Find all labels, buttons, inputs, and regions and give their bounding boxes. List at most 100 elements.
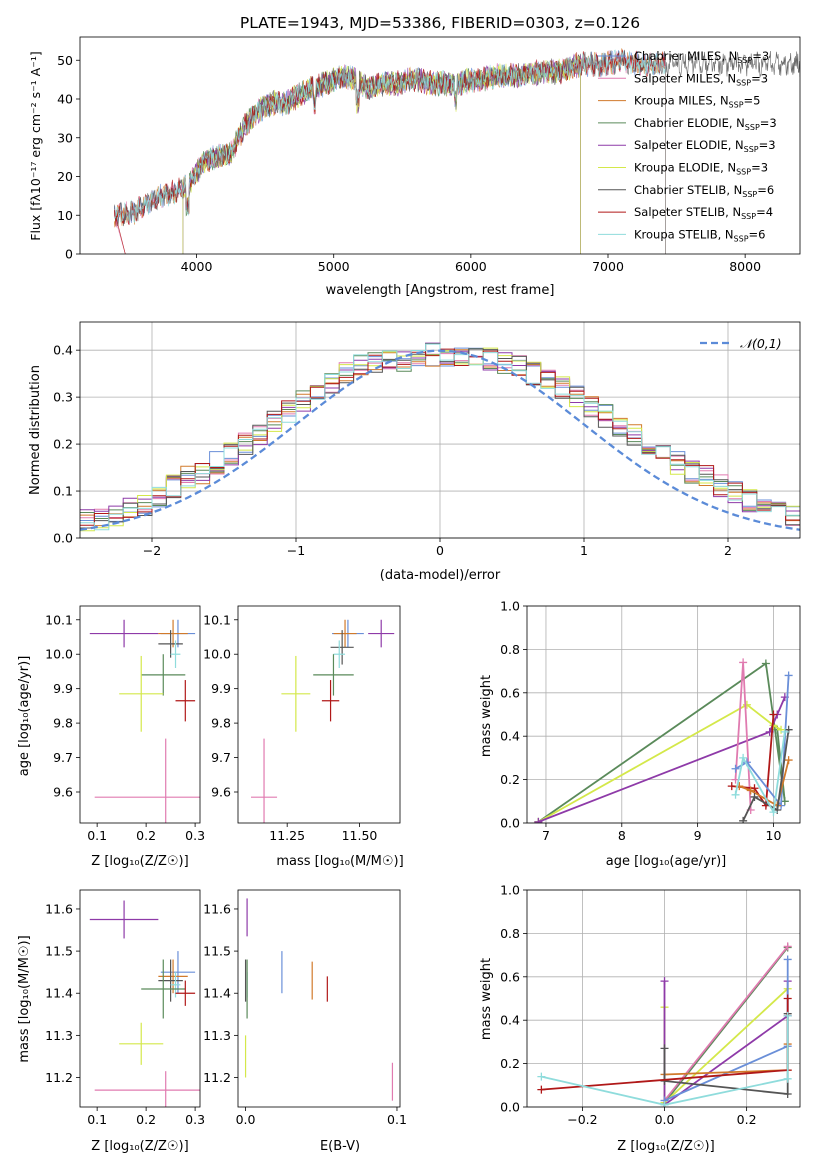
y-tick-label: 11.6: [45, 901, 73, 916]
y-tick-label: 0.4: [500, 1013, 520, 1028]
x-tick-label: 1: [580, 543, 588, 558]
spectrum-legend: Chabrier MILES, NSSP=3 Salpeter MILES, NS…: [598, 49, 777, 243]
y-tick-label: 0.0: [500, 816, 520, 831]
plot-frame: [237, 605, 401, 824]
x-tick-label: 0.0: [655, 1112, 675, 1127]
massweight-marker: [769, 710, 778, 719]
x-tick-label: 2: [724, 543, 732, 558]
y-tick-label: 11.3: [45, 1028, 73, 1043]
massweight-marker: [783, 1089, 792, 1098]
legend-label: Kroupa STELIB, NSSP=6: [634, 227, 765, 243]
y-tick-label: 1.0: [500, 883, 520, 898]
massweight-line: [738, 759, 790, 807]
x-tick-label: −1: [287, 543, 305, 558]
y-tick-label: 11.4: [203, 986, 231, 1001]
massweight-marker: [727, 782, 736, 791]
massweight-marker: [739, 816, 748, 823]
spectrum-ylabel: Flux [fλ10⁻¹⁷ erg cm⁻² s⁻¹ A⁻¹]: [28, 51, 43, 240]
massweight-marker: [660, 1100, 669, 1107]
errorbar-group: [244, 898, 394, 1101]
massweight-marker: [739, 658, 748, 667]
x-tick-label: 11.25: [269, 828, 305, 843]
legend-label: Kroupa ELODIE, NSSP=3: [634, 161, 768, 177]
y-tick-label: 0.4: [53, 343, 73, 358]
legend-label: Chabrier ELODIE, NSSP=3: [634, 116, 777, 132]
y-tick-label: 11.5: [45, 944, 73, 959]
spectrum-line: [114, 49, 800, 227]
y-tick-label: 0: [65, 247, 73, 262]
massweight-group: [534, 658, 793, 823]
massweight-marker: [742, 700, 751, 709]
massweight-age-ylabel: mass weight: [479, 675, 494, 757]
legend-label: Salpeter STELIB, NSSP=4: [634, 205, 773, 221]
y-tick-label: 9.7: [211, 750, 231, 765]
y-tick-label: 9.8: [53, 716, 73, 731]
y-tick-label: 9.6: [53, 785, 73, 800]
x-tick-label: 0.3: [185, 1112, 205, 1127]
massweight-z-ylabel: mass weight: [479, 958, 494, 1040]
age-vs-mass-panel: 11.25 11.50 9.6 9.7 9.8 9.9 10.0 10.1: [203, 605, 401, 843]
spectrum-title: PLATE=1943, MJD=53386, FIBERID=0303, z=0…: [240, 14, 640, 32]
spectrum-line: [114, 49, 666, 254]
massweight-marker: [784, 756, 793, 765]
x-tick-label: 7: [542, 828, 550, 843]
spectrum-panel: 4000 5000 6000 7000 8000 0 10 20 30 40 50 Chabrier …: [57, 36, 801, 274]
massweight-marker: [783, 1011, 792, 1020]
massweight-marker: [746, 786, 755, 795]
legend-label: Kroupa MILES, NSSP=5: [634, 94, 760, 110]
massweight-marker: [731, 764, 740, 773]
legend-label: Salpeter ELODIE, NSSP=3: [634, 138, 776, 154]
spectrum-xlabel: wavelength [Angstrom, rest frame]: [326, 283, 555, 298]
y-tick-label: 20: [57, 169, 73, 184]
mass-vs-extinction-panel: 0.0 0.1 11.2 11.3 11.4 11.5 11.6: [203, 889, 407, 1127]
legend-label: 𝒩(0,1): [740, 336, 782, 351]
y-tick-label: 0.8: [500, 642, 520, 657]
massweight-line: [663, 945, 789, 1102]
massweight-line: [541, 1015, 789, 1106]
age-z-xlabel: Z [log₁₀(Z/Z☉)]: [91, 854, 188, 869]
x-tick-label: 9: [694, 828, 702, 843]
massweight-marker: [780, 797, 789, 806]
x-tick-label: −2: [143, 543, 161, 558]
massweight-marker: [780, 727, 789, 736]
y-tick-label: 0.1: [53, 484, 73, 499]
x-tick-label: 0.1: [87, 828, 107, 843]
x-tick-label: 0.3: [185, 828, 205, 843]
massweight-marker: [534, 817, 543, 823]
y-tick-label: 11.3: [203, 1028, 231, 1043]
y-tick-label: 11.5: [203, 944, 231, 959]
plot-frame: [526, 889, 801, 1108]
y-tick-label: 30: [57, 130, 73, 145]
plot-frame: [237, 889, 401, 1108]
massweight-line: [742, 729, 790, 822]
age-vs-metallicity-panel: 0.1 0.2 0.3 9.6 9.7 9.8 9.9 10.0 10.1: [45, 605, 205, 843]
y-tick-label: 9.7: [53, 750, 73, 765]
plot-frame: [79, 36, 801, 255]
histogram-step: [80, 349, 800, 527]
massweight-marker: [783, 994, 792, 1003]
y-tick-label: 50: [57, 53, 73, 68]
x-tick-label: 6000: [455, 259, 487, 274]
histogram-ylabel: Normed distribution: [28, 365, 43, 495]
massweight-marker: [761, 659, 770, 668]
massweight-marker: [783, 955, 792, 964]
age-z-ylabel: age [log₁₀(age/yr)]: [17, 656, 32, 777]
y-tick-label: 0.3: [53, 390, 73, 405]
plot-frame: [79, 889, 201, 1108]
y-tick-label: 40: [57, 92, 73, 107]
mass-ebv-xlabel: E(B-V): [320, 1139, 360, 1154]
y-tick-label: 10.0: [203, 647, 231, 662]
x-tick-label: 4000: [181, 259, 213, 274]
mass-z-ylabel: mass [log₁₀(M/M☉)]: [17, 935, 32, 1062]
y-tick-label: 11.2: [203, 1070, 231, 1085]
massweight-line: [734, 731, 786, 815]
y-tick-label: 10.1: [45, 612, 73, 627]
y-tick-label: 0.2: [500, 772, 520, 787]
y-tick-label: 11.4: [45, 986, 73, 1001]
legend-label: Chabrier MILES, NSSP=3: [634, 49, 769, 65]
massweight-marker: [660, 1044, 669, 1053]
x-tick-label: 7000: [592, 259, 624, 274]
x-tick-label: 10: [766, 828, 782, 843]
massweight-marker: [784, 671, 793, 680]
